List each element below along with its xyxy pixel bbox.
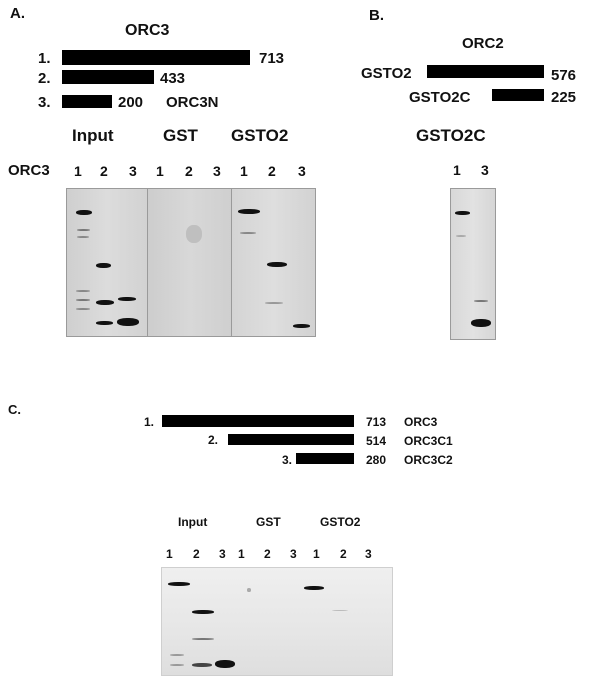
lane-label: 2 bbox=[264, 547, 271, 561]
lane-label: 1 bbox=[453, 162, 461, 178]
gsto2-length: 576 bbox=[551, 67, 577, 84]
lane-label: 3 bbox=[290, 547, 297, 561]
gsto2c-gel-header: GSTO2C bbox=[416, 126, 486, 145]
lane-label: 1 bbox=[156, 163, 164, 179]
lane-label: 3 bbox=[129, 163, 137, 179]
construct-3-number: 3. bbox=[38, 94, 51, 111]
gel-band bbox=[168, 582, 190, 586]
construct-1-length: 713 bbox=[259, 50, 285, 67]
gel-band bbox=[96, 300, 114, 305]
lane-label: 3 bbox=[298, 163, 306, 179]
construct-2-bar bbox=[228, 434, 354, 445]
construct-2-number: 2. bbox=[38, 70, 51, 87]
gel-band bbox=[267, 262, 287, 267]
gel-band bbox=[170, 664, 184, 666]
gel-image-gsto2 bbox=[231, 188, 316, 337]
construct-3-bar bbox=[296, 453, 354, 464]
gel-band bbox=[215, 660, 235, 668]
gel-band bbox=[471, 319, 491, 327]
gel-smear bbox=[247, 588, 251, 592]
construct-3-number: 3. bbox=[282, 453, 293, 467]
construct-1-bar bbox=[62, 50, 250, 65]
construct-2-length: 514 bbox=[366, 434, 387, 448]
gel-header-gsto2: GSTO2 bbox=[231, 126, 289, 145]
gel-band bbox=[76, 299, 90, 301]
gsto2c-label: GSTO2C bbox=[409, 89, 471, 106]
gel-band bbox=[76, 290, 90, 292]
gel-band bbox=[332, 610, 348, 611]
gel-band bbox=[474, 300, 488, 302]
gel-band bbox=[117, 318, 139, 326]
construct-3-length: 200 bbox=[118, 94, 144, 111]
gel-band bbox=[192, 663, 212, 667]
gel-band bbox=[96, 321, 113, 325]
gel-image-panel-c bbox=[161, 567, 393, 676]
gel-header-gsto2: GSTO2 bbox=[320, 515, 361, 529]
lane-label: 1 bbox=[74, 163, 82, 179]
lane-label: 2 bbox=[193, 547, 200, 561]
gel-band bbox=[170, 654, 184, 656]
gel-band bbox=[77, 236, 89, 238]
gel-image-gst bbox=[147, 188, 232, 337]
lane-label: 3 bbox=[365, 547, 372, 561]
panel-b-label: B. bbox=[369, 7, 384, 24]
gsto2c-bar bbox=[492, 89, 544, 101]
gel-band bbox=[192, 610, 214, 614]
construct-2-name: ORC3C1 bbox=[404, 434, 453, 448]
gel-band bbox=[240, 232, 256, 234]
gsto2-bar bbox=[427, 65, 544, 78]
lane-label: 2 bbox=[340, 547, 347, 561]
construct-3-name: ORC3N bbox=[166, 94, 219, 111]
gel-header-input: Input bbox=[72, 126, 114, 145]
gel-band bbox=[192, 638, 214, 640]
construct-3-length: 280 bbox=[366, 453, 387, 467]
construct-3-name: ORC3C2 bbox=[404, 453, 453, 467]
gel-band bbox=[76, 308, 90, 310]
gel-band bbox=[265, 302, 283, 304]
construct-2-number: 2. bbox=[208, 433, 219, 447]
lane-label: 2 bbox=[268, 163, 276, 179]
gel-band bbox=[304, 586, 324, 590]
construct-1-bar bbox=[162, 415, 354, 427]
gel-band bbox=[77, 229, 90, 231]
orc2-diagram-title: ORC2 bbox=[462, 35, 504, 52]
construct-1-name: ORC3 bbox=[404, 415, 438, 429]
construct-3-bar bbox=[62, 95, 112, 108]
lane-label: 1 bbox=[166, 547, 173, 561]
gel-band bbox=[456, 235, 466, 237]
gel-band bbox=[293, 324, 310, 328]
gel-image-gsto2c bbox=[450, 188, 496, 340]
lane-label: 3 bbox=[481, 162, 489, 178]
lane-label: 1 bbox=[240, 163, 248, 179]
gel-band bbox=[455, 211, 470, 215]
panel-a-label: A. bbox=[10, 5, 25, 22]
construct-1-number: 1. bbox=[144, 415, 155, 429]
gel-header-gst: GST bbox=[163, 126, 198, 145]
panel-c-label: C. bbox=[8, 402, 21, 417]
orc3-diagram-title: ORC3 bbox=[125, 22, 170, 39]
lane-label: 2 bbox=[100, 163, 108, 179]
gel-band bbox=[76, 210, 92, 215]
lane-label: 2 bbox=[185, 163, 193, 179]
gel-header-input: Input bbox=[178, 515, 208, 529]
gel-band bbox=[118, 297, 136, 301]
construct-1-number: 1. bbox=[38, 50, 51, 67]
construct-1-length: 713 bbox=[366, 415, 387, 429]
construct-2-length: 433 bbox=[160, 70, 186, 87]
lane-label: 3 bbox=[213, 163, 221, 179]
lane-label: 3 bbox=[219, 547, 226, 561]
gel-header-gst: GST bbox=[256, 515, 281, 529]
gel-band bbox=[96, 263, 111, 268]
gel-band bbox=[238, 209, 260, 214]
gel-row-label: ORC3 bbox=[8, 162, 50, 179]
construct-2-bar bbox=[62, 70, 154, 84]
gel-image-input bbox=[66, 188, 148, 337]
lane-label: 1 bbox=[313, 547, 320, 561]
gsto2-label: GSTO2 bbox=[361, 65, 412, 82]
lane-label: 1 bbox=[238, 547, 245, 561]
gel-smear bbox=[186, 225, 202, 243]
gsto2c-length: 225 bbox=[551, 89, 577, 106]
